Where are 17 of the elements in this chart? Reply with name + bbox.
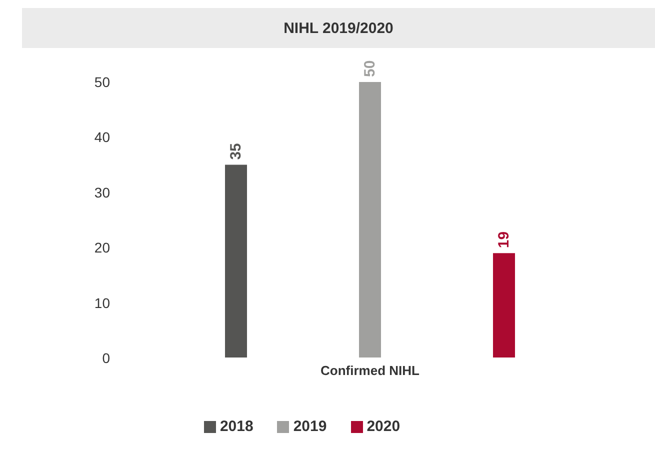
y-tick-label: 50 [94,74,110,90]
bar [359,82,381,358]
bar [493,253,515,358]
bar [225,164,247,358]
legend-label: 2019 [293,418,327,435]
y-tick-label: 30 [94,184,110,200]
chart-title: NIHL 2019/2020 [22,8,655,48]
data-label: 50 [362,60,378,77]
data-label: 35 [228,143,244,160]
y-tick-label: 20 [94,240,110,256]
data-label: 19 [496,231,512,248]
legend-label: 2020 [366,418,400,435]
y-tick-label: 40 [94,129,110,146]
y-tick-label: 10 [94,294,110,311]
legend-label: 2018 [220,418,254,435]
y-tick-label: 0 [102,350,110,366]
x-tick-label: Confirmed NIHL [320,363,420,378]
